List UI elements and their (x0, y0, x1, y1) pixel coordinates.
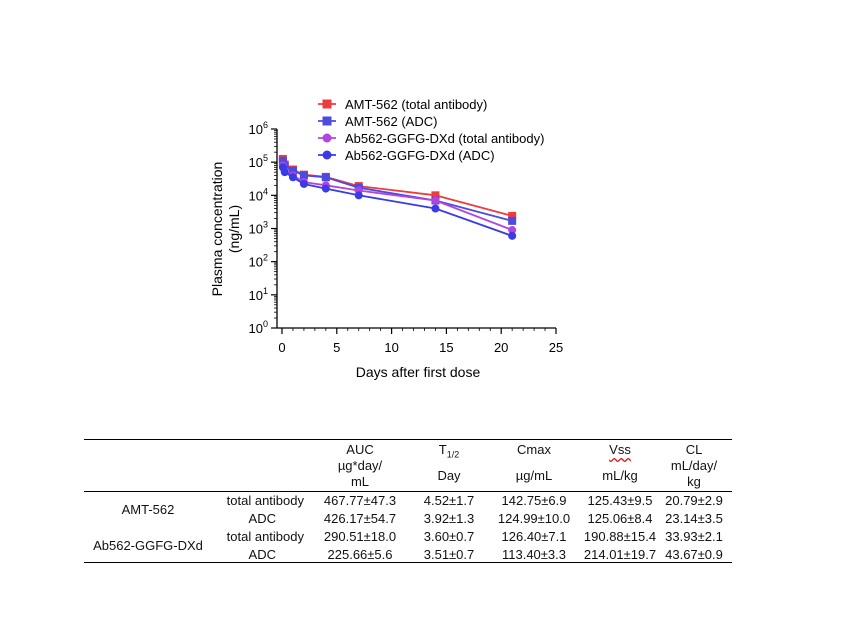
y-tick-label: 103 (249, 220, 268, 237)
row-analyte: ADC (248, 547, 276, 562)
header-cl: CL (685, 442, 703, 457)
y-axis-label-line1: Plasma concentration (209, 162, 225, 297)
x-tick-label: 25 (549, 340, 563, 355)
legend-label: Ab562-GGFG-DXd (ADC) (345, 148, 495, 163)
data-point (299, 171, 308, 180)
data-point (288, 166, 297, 175)
group-name-amt562: AMT-562 (121, 502, 175, 517)
series-2 (278, 161, 517, 235)
legend-marker (322, 116, 332, 126)
table-top-rule (84, 439, 732, 440)
x-tick-label: 0 (278, 340, 285, 355)
header-cl-unit-2: kg (687, 474, 701, 489)
header-vss-unit: mL/kg (602, 468, 638, 483)
y-tick-label: 100 (249, 319, 268, 336)
y-tick-label: 104 (249, 186, 268, 203)
header-auc-unit-1: µg*day/ (337, 458, 383, 473)
cell-thalf: 4.52±1.7 (423, 493, 475, 508)
chart-legend: AMT-562 (total antibody) AMT-562 (ADC) Ab5… (318, 97, 544, 163)
legend-marker (322, 99, 332, 109)
header-thalf-unit: Day (437, 468, 461, 483)
header-cmax-unit: µg/mL (515, 468, 553, 483)
chart-axes: 100 101 102 103 104 105 106 0 5 10 15 20 25 (249, 120, 564, 355)
data-point (280, 168, 289, 177)
data-point (508, 231, 517, 240)
group-name-ab562: Ab562-GGFG-DXd (93, 538, 203, 553)
legend-label: AMT-562 (ADC) (345, 114, 437, 129)
y-tick-label: 101 (249, 286, 268, 303)
cell-vss: 125.43±9.5 (587, 493, 653, 508)
y-axis-label-line2: (ng/mL) (226, 205, 242, 253)
y-tick-label: 102 (249, 253, 268, 270)
pk-parameters-table: AUC µg*day/ mL T1/2 Day Cmax µg/mL Vss m… (84, 437, 732, 565)
header-vss: Vss (609, 442, 631, 457)
data-point (354, 191, 363, 200)
cell-thalf: 3.60±0.7 (423, 529, 475, 544)
data-point (299, 179, 308, 188)
legend-label: Ab562-GGFG-DXd (total antibody) (345, 131, 544, 146)
cell-vss: 214.01±19.7 (583, 547, 657, 562)
x-tick-label: 20 (494, 340, 508, 355)
legend-marker (322, 150, 332, 160)
data-point (508, 216, 517, 225)
series-line (282, 166, 513, 237)
row-analyte: total antibody (226, 529, 304, 544)
cell-cmax: 113.40±3.3 (501, 547, 567, 562)
cell-cmax: 126.40±7.1 (501, 529, 567, 544)
table-header-rule (84, 491, 732, 492)
series-0 (278, 154, 517, 220)
cell-thalf: 3.92±1.3 (423, 511, 475, 526)
x-tick-label: 5 (333, 340, 340, 355)
pk-chart: AMT-562 (total antibody) AMT-562 (ADC) Ab5… (209, 97, 564, 380)
legend-marker (322, 133, 332, 143)
x-tick-label: 10 (384, 340, 398, 355)
legend-label: AMT-562 (total antibody) (345, 97, 487, 112)
legend-item-0: AMT-562 (total antibody) (318, 97, 487, 112)
cell-cmax: 124.99±10.0 (497, 511, 571, 526)
y-tick-label: 105 (249, 153, 268, 170)
data-point (278, 156, 287, 165)
cell-cl: 33.93±2.1 (665, 529, 723, 544)
series-line (282, 165, 513, 231)
data-point (321, 173, 330, 182)
cell-thalf: 3.51±0.7 (423, 547, 475, 562)
chart-series (278, 154, 517, 240)
x-axis-label: Days after first dose (356, 364, 481, 380)
data-point (321, 184, 330, 193)
series-3 (278, 163, 517, 240)
x-tick-label: 15 (439, 340, 453, 355)
y-tick-label: 106 (249, 120, 268, 137)
header-cmax: Cmax (517, 442, 551, 457)
legend-item-1: AMT-562 (ADC) (318, 114, 437, 129)
data-point (288, 173, 297, 182)
legend-item-2: Ab562-GGFG-DXd (total antibody) (318, 131, 544, 146)
row-analyte: ADC (248, 511, 276, 526)
data-point (431, 196, 440, 205)
legend-item-3: Ab562-GGFG-DXd (ADC) (318, 148, 495, 163)
header-auc: AUC (346, 442, 374, 457)
header-auc-unit-2: mL (350, 474, 370, 489)
cell-cmax: 142.75±6.9 (501, 493, 567, 508)
cell-vss: 190.88±15.4 (583, 529, 657, 544)
header-cl-unit-1: mL/day/ (670, 458, 718, 473)
data-point (431, 191, 440, 200)
data-point (508, 226, 517, 235)
cell-auc: 225.66±5.6 (327, 547, 393, 562)
header-thalf: T1/2 (438, 442, 460, 460)
row-analyte: total antibody (226, 493, 304, 508)
cell-vss: 125.06±8.4 (587, 511, 653, 526)
cell-auc: 426.17±54.7 (323, 511, 397, 526)
data-point (431, 204, 440, 213)
cell-auc: 290.51±18.0 (323, 529, 397, 544)
data-point (508, 211, 517, 220)
table-bottom-rule (84, 562, 732, 563)
cell-auc: 467.77±47.3 (323, 493, 397, 508)
cell-cl: 23.14±3.5 (665, 511, 723, 526)
cell-cl: 20.79±2.9 (665, 493, 723, 508)
cell-cl: 43.67±0.9 (665, 547, 723, 562)
